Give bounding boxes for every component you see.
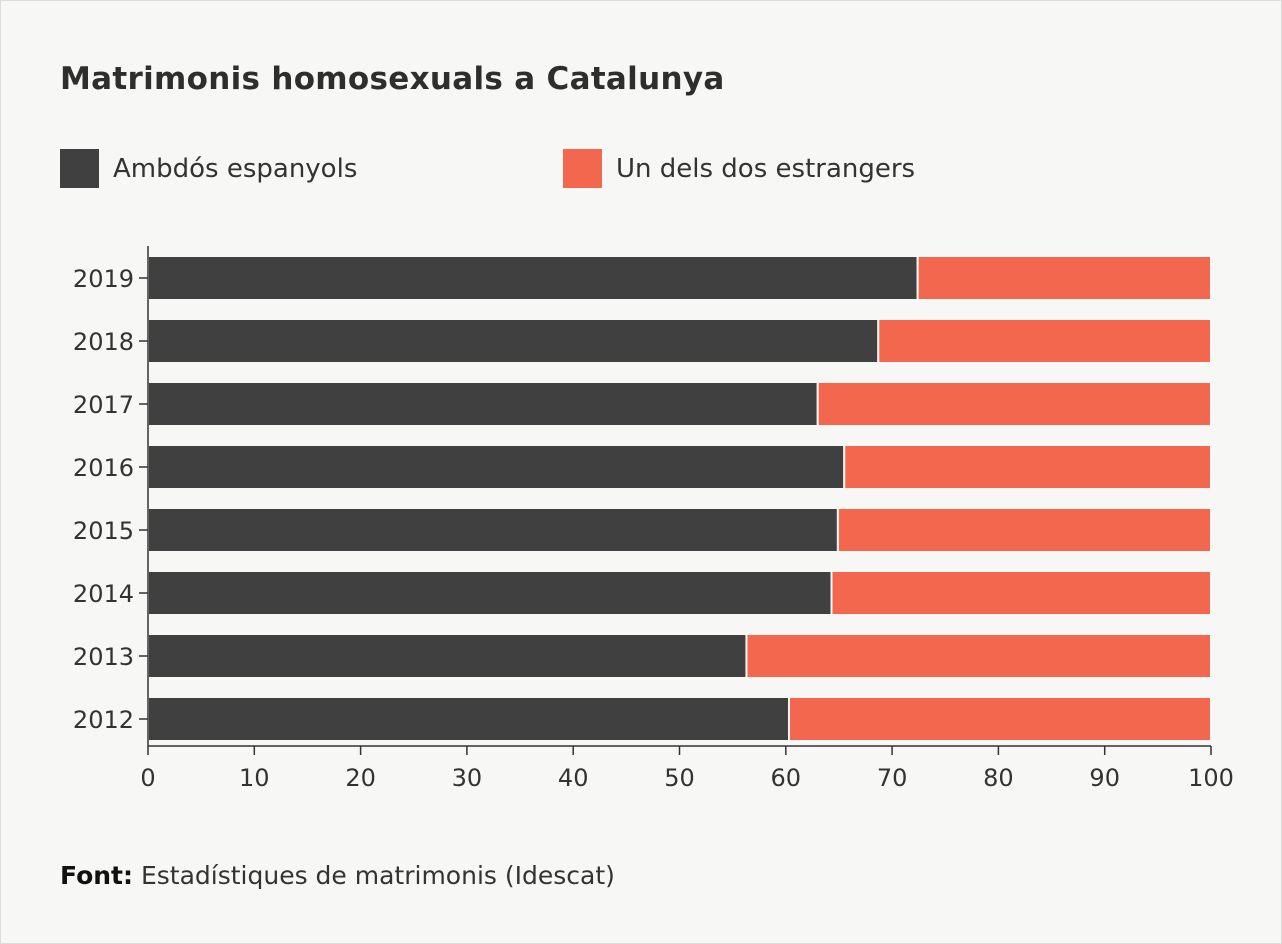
- chart-title: Matrimonis homosexuals a Catalunya: [60, 61, 725, 97]
- bar-2018-series-1: [877, 318, 1212, 364]
- bar-2012-series-0: [147, 696, 790, 742]
- source-note: Font: Estadístiques de matrimonis (Idesc…: [60, 861, 615, 890]
- y-tick-label: 2016: [73, 454, 134, 482]
- bar-2014-series-0: [147, 570, 833, 616]
- x-tick-label: 10: [239, 764, 270, 792]
- bar-2019-series-0: [147, 255, 919, 301]
- y-tick-label: 2013: [73, 643, 134, 671]
- x-tick-label: 40: [558, 764, 589, 792]
- legend-swatch: [60, 149, 99, 188]
- x-tick-label: 70: [877, 764, 908, 792]
- bar-2017-series-1: [816, 381, 1212, 427]
- x-tick-label: 50: [664, 764, 695, 792]
- bar-2015-series-0: [147, 507, 839, 553]
- bar-2018-series-0: [147, 318, 880, 364]
- source-label: Font:: [60, 861, 133, 890]
- legend-item-ambdos-espanyols: Ambdós espanyols: [60, 149, 357, 188]
- bar-2014-series-1: [830, 570, 1212, 616]
- y-tick-label: 2017: [73, 391, 134, 419]
- source-text: Estadístiques de matrimonis (Idescat): [140, 861, 615, 890]
- y-tick-label: 2019: [73, 265, 134, 293]
- bar-2013-series-0: [147, 633, 748, 679]
- bar-2017-series-0: [147, 381, 819, 427]
- x-tick-label: 20: [345, 764, 376, 792]
- bar-2016-series-0: [147, 444, 846, 490]
- legend-label: Ambdós espanyols: [113, 153, 358, 184]
- x-tick-label: 30: [452, 764, 483, 792]
- x-tick-label: 60: [771, 764, 802, 792]
- y-tick-label: 2015: [73, 517, 134, 545]
- y-tick-label: 2012: [73, 706, 134, 734]
- legend-swatch: [563, 149, 602, 188]
- y-tick-label: 2018: [73, 328, 134, 356]
- x-tick-label: 90: [1089, 764, 1120, 792]
- x-tick-label: 80: [983, 764, 1014, 792]
- legend-item-un-dels-dos-estrangers: Un dels dos estrangers: [563, 149, 915, 188]
- bar-2015-series-1: [836, 507, 1213, 553]
- legend-label: Un dels dos estrangers: [616, 153, 916, 184]
- bar-2019-series-1: [916, 255, 1212, 301]
- x-tick-label: 0: [140, 764, 155, 792]
- bar-2012-series-1: [787, 696, 1212, 742]
- bar-2016-series-1: [843, 444, 1212, 490]
- bar-2013-series-1: [745, 633, 1212, 679]
- x-tick-label: 100: [1188, 764, 1234, 792]
- y-tick-label: 2014: [73, 580, 134, 608]
